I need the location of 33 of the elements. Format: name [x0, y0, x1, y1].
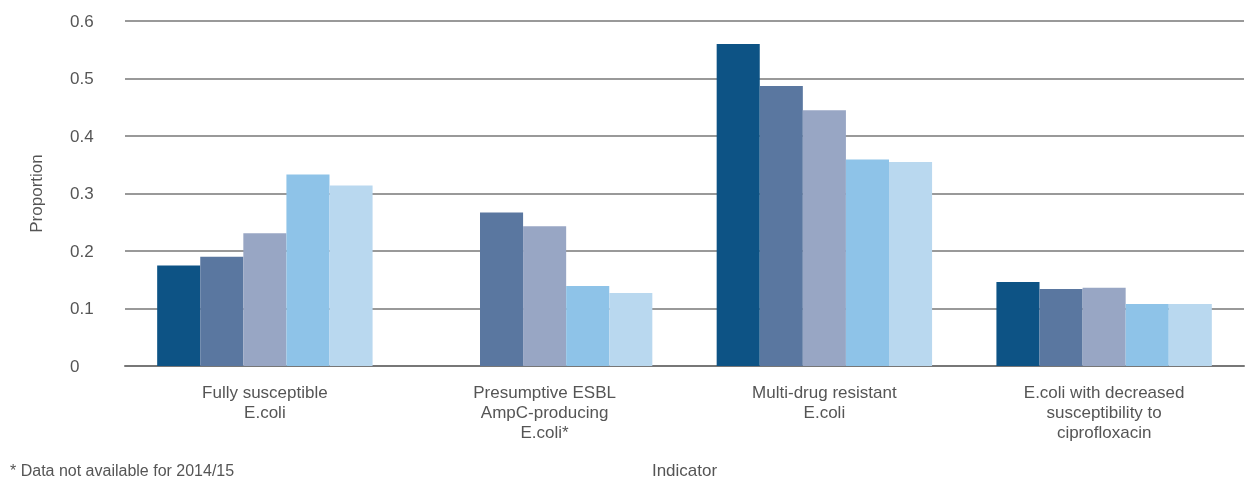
bar — [802, 110, 846, 366]
bar — [716, 44, 760, 366]
y-tick-label: 0.3 — [70, 184, 94, 203]
x-axis-title: Indicator — [651, 461, 718, 480]
y-tick-label: 0.4 — [70, 126, 94, 146]
y-tick-label: 0 — [70, 356, 80, 376]
bar — [1082, 287, 1126, 366]
bar — [243, 233, 287, 366]
bar — [759, 85, 803, 366]
y-tick-label: 0.5 — [70, 69, 94, 88]
x-tick-label: E.coli with decreased susceptibility to ciprofloxacin — [1023, 382, 1185, 442]
bar — [157, 265, 201, 366]
y-tick-label: 0.6 — [70, 11, 94, 31]
x-tick-label: Presumptive ESBL AmpC-producing E.coli* — [473, 382, 616, 442]
bar — [609, 292, 653, 366]
bar — [523, 226, 567, 366]
y-axis-title: Proportion — [27, 154, 46, 233]
y-tick-label: 0.1 — [70, 299, 94, 318]
bar — [889, 161, 933, 366]
bar — [1168, 303, 1212, 366]
bar — [566, 286, 610, 366]
text: * Data not available for 2014/15 — [10, 461, 235, 479]
bar — [480, 212, 524, 366]
x-tick-label: Fully susceptible E.coli — [202, 382, 328, 422]
bar — [200, 256, 244, 366]
bar — [996, 282, 1040, 366]
bar — [1039, 288, 1083, 366]
y-tick-label: 0.2 — [70, 241, 94, 261]
bar — [286, 174, 330, 366]
x-tick-label: Multi-drug resistant E.coli — [752, 382, 897, 422]
bar — [845, 159, 889, 366]
bar — [1125, 303, 1169, 366]
bar — [329, 185, 373, 366]
